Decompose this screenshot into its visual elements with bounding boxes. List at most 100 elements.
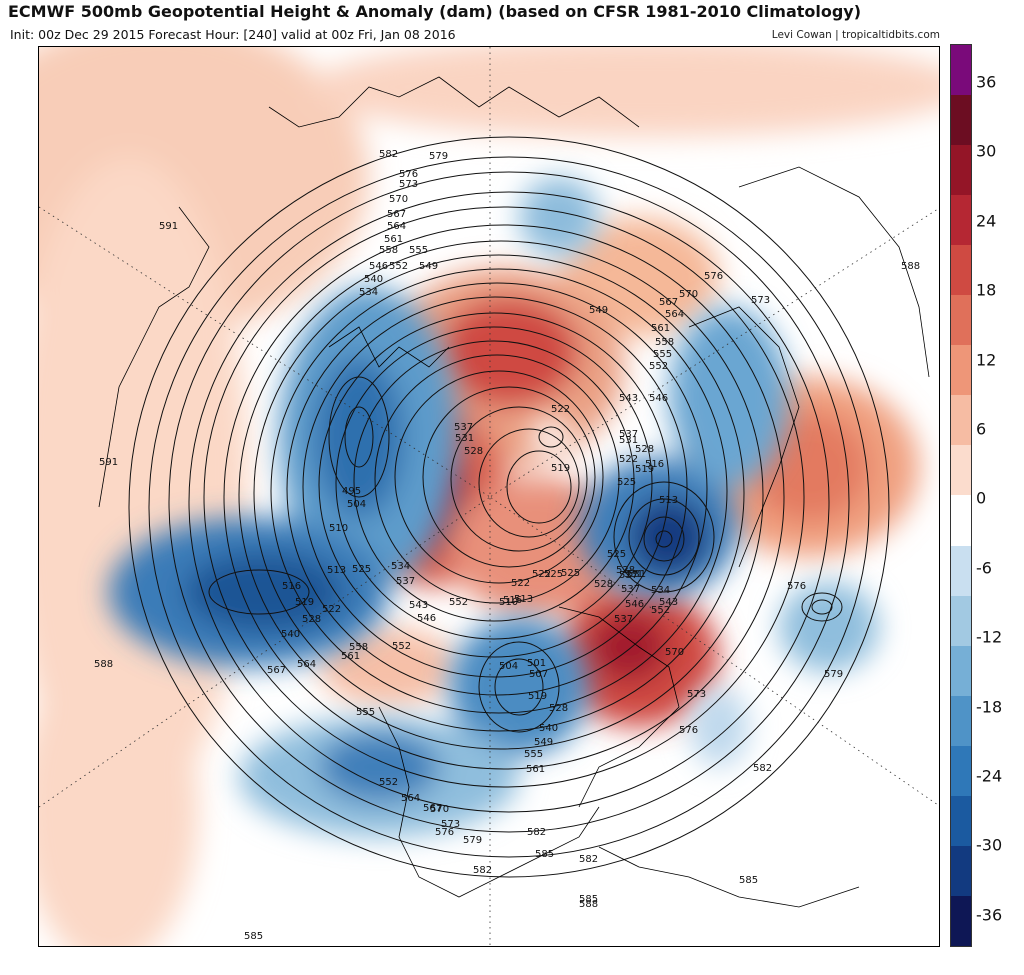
contour-label: 537 [619,429,638,440]
contour-label: 522 [532,569,551,580]
contour-label: 531 [619,435,638,446]
colorbar-tick-label: 24 [976,211,997,231]
contour-label: 504 [347,499,366,510]
colorbar-segment [951,495,971,546]
colorbar-segment [951,244,971,296]
contour-label: 522 [619,454,638,465]
contour-label: 591 [99,457,118,468]
contour-label: 540 [364,274,383,285]
contour-label: 576 [435,827,454,838]
contour-label: 534 [359,287,378,298]
contour-label: 522 [322,604,341,615]
contour-label: 552 [651,605,670,616]
colorbar-tick-label: -24 [976,766,1003,786]
contour-label: 579 [429,151,448,162]
colorbar-tick-label: 18 [976,280,997,300]
contour-label: 558 [349,642,368,653]
contour-label: 531 [455,433,474,444]
contour-label: 579 [463,835,482,846]
contour-label: 525 [561,568,580,579]
colorbar-segment [951,344,971,396]
contour-label: 585 [739,875,758,886]
contour-label: 519 [551,463,570,474]
contour-label: 522 [511,578,530,589]
contour-label: 510 [499,597,518,608]
contour-label: 543 [659,597,678,608]
colorbar-tick-label: -12 [976,627,1003,647]
contour-label: 570 [430,804,449,815]
contour-label: 537 [619,570,638,581]
contour-label: 585 [579,894,598,905]
contour-label: 564 [665,309,684,320]
contour-label: 591 [159,221,178,232]
contour-label: 525 [352,564,371,575]
contour-label: 513 [659,495,678,506]
contour-label: 573 [399,179,418,190]
contour-label: 528 [616,565,635,576]
contour-label: 567 [659,297,678,308]
contour-label: 588 [94,659,113,670]
contour-label: 546 [649,393,668,404]
contour-label: 546 [369,261,388,272]
anomaly-colorbar [950,44,972,947]
contour-label: 525 [617,477,636,488]
contour-label: 540 [281,629,300,640]
contour-label: 543 [619,393,638,404]
colorbar-segment [951,545,971,596]
contour-label: 552 [392,641,411,652]
colorbar-segment [951,845,971,896]
graticule [39,47,939,946]
contour-label: 582 [753,763,772,774]
contour-label: 528 [594,579,613,590]
height-contours [128,136,890,878]
colorbar-tick-label: 0 [976,488,987,508]
contour-label: 573 [441,819,460,830]
contour-label: 576 [787,581,806,592]
contour-label: 519 [295,597,314,608]
contour-label: 558 [655,337,674,348]
contour-label: 534 [651,585,670,596]
colorbar-segment [951,44,971,96]
contour-label: 543 [409,600,428,611]
contour-label: 501 [527,658,546,669]
colorbar-tick-label: 12 [976,350,997,370]
map-title: ECMWF 500mb Geopotential Height & Anomal… [8,2,862,21]
contour-label: 549 [589,305,608,316]
colorbar-tick-label: 36 [976,72,997,92]
contour-label: 552 [389,261,408,272]
colorbar-segment [951,144,971,196]
contour-label: 519 [528,691,547,702]
contour-label: 522 [551,404,570,415]
colorbar-segment [951,595,971,646]
contour-label: 567 [387,209,406,220]
contour-label: 570 [665,647,684,658]
contour-label: 576 [399,169,418,180]
contour-label: 507 [529,669,548,680]
colorbar-tick-label: -18 [976,697,1003,717]
colorbar-tick-label: -30 [976,835,1003,855]
contour-label: 588 [901,261,920,272]
contour-label: 516 [503,595,522,606]
colorbar-tick-label: -6 [976,558,992,578]
contour-label: 546 [625,599,644,610]
contour-label: 570 [389,194,408,205]
coastlines [98,76,930,908]
credit-text: Levi Cowan | tropicaltidbits.com [771,29,940,41]
contour-label: 495 [342,486,361,497]
contour-label: 582 [379,149,398,160]
contour-label: 573 [751,295,770,306]
contour-label: 504 [499,661,518,672]
contour-label: 549 [534,737,553,748]
contour-label: 555 [409,245,428,256]
colorbar-segment [951,394,971,446]
contour-label: 552 [449,597,468,608]
contour-label: 561 [526,764,545,775]
colorbar-tick-label: -36 [976,905,1003,925]
contour-label: 585 [535,849,554,860]
contour-label: 561 [341,651,360,662]
contour-label: 567 [267,665,286,676]
contour-label: 564 [401,793,420,804]
contour-label: 555 [653,349,672,360]
